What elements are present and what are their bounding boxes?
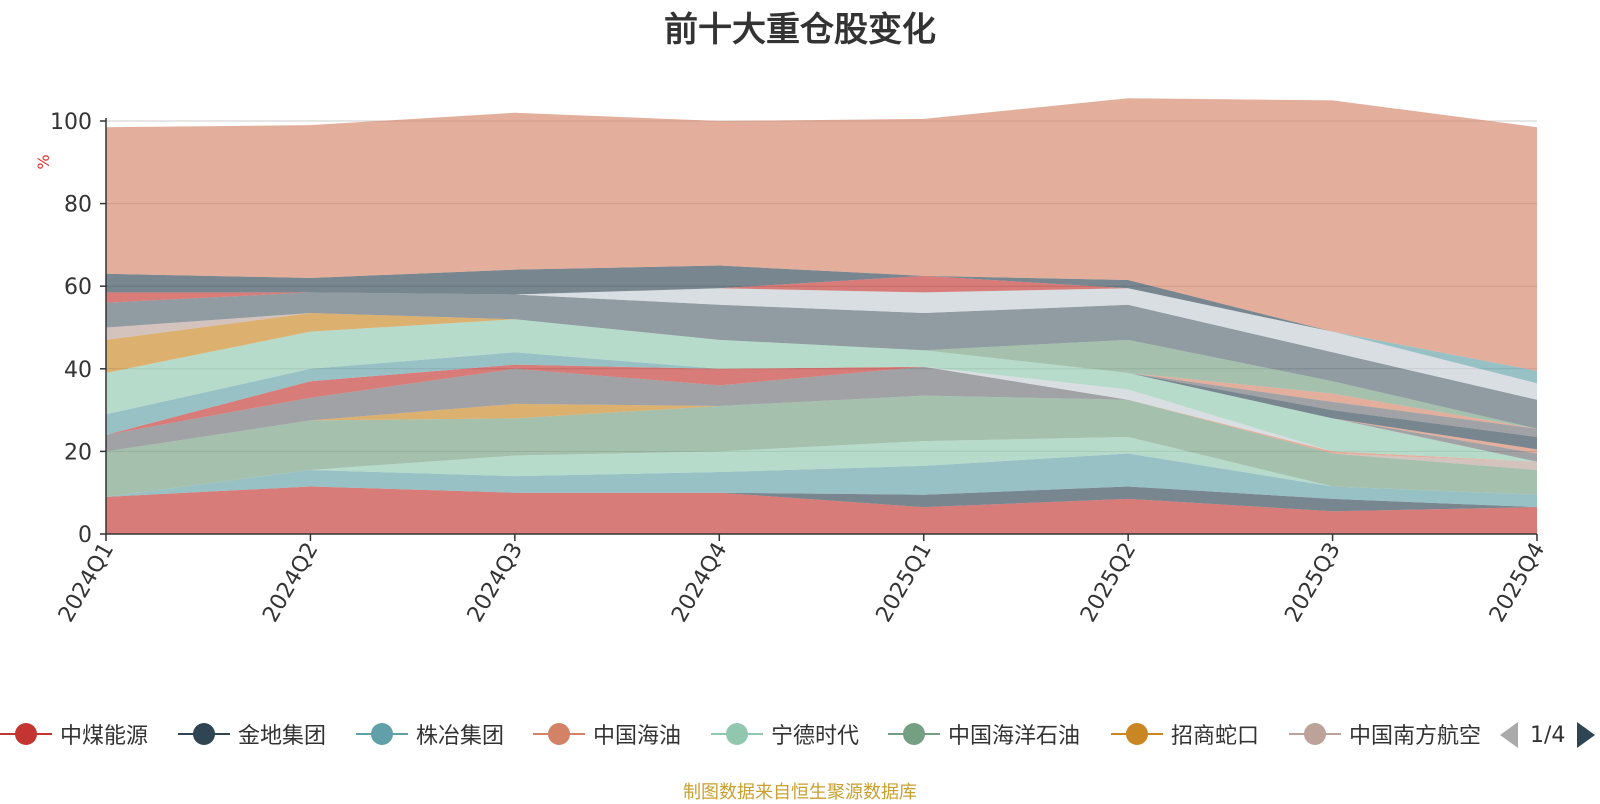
area-series-6 — [106, 366, 1537, 470]
legend-label-0: 中煤能源 — [60, 724, 149, 749]
area-series-24 — [106, 265, 1537, 384]
area-series-2 — [106, 453, 1537, 508]
area-series-22 — [106, 288, 1537, 400]
legend-item-6[interactable]: 招商蛇口 — [1111, 714, 1259, 754]
source-note: 制图数据来自恒生聚源数据库 — [683, 782, 917, 803]
legend-label-7: 中国南方航空 — [1349, 724, 1482, 749]
legend-label-2: 株冶集团 — [416, 724, 505, 749]
y-tick-label-1: 20 — [64, 440, 92, 465]
legend-marker-icon — [533, 723, 585, 745]
x-tick-label-0: 2024Q1 — [54, 539, 119, 627]
y-tick-label-4: 80 — [64, 193, 92, 218]
legend-marker-icon — [711, 723, 763, 745]
area-series-26 — [106, 98, 1537, 371]
area-series-0 — [106, 486, 1537, 534]
legend-item-0[interactable]: 中煤能源 — [0, 714, 148, 754]
legend-item-2[interactable]: 株冶集团 — [356, 714, 504, 754]
area-series-5 — [106, 395, 1537, 470]
area-series-21 — [106, 292, 1537, 429]
y-tick-label-0: 0 — [78, 523, 92, 548]
x-tick-label-7: 2025Q4 — [1485, 539, 1550, 627]
y-tick-label-5: 100 — [50, 110, 92, 135]
y-axis-unit-label: % — [34, 154, 53, 169]
x-tick-label-6: 2025Q3 — [1280, 539, 1345, 627]
legend-item-3[interactable]: 中国海油 — [533, 714, 681, 754]
legend-label-1: 金地集团 — [238, 724, 327, 749]
legend-label-3: 中国海油 — [593, 724, 682, 749]
legend-item-7[interactable]: 中国南方航空 — [1289, 714, 1481, 754]
area-series-4 — [106, 395, 1537, 497]
x-tick-label-5: 2025Q2 — [1076, 539, 1141, 627]
legend-marker-icon — [356, 723, 408, 745]
x-tick-label-2: 2024Q3 — [463, 539, 528, 627]
legend-label-4: 宁德时代 — [771, 724, 860, 749]
x-tick-label-4: 2025Q1 — [872, 539, 937, 627]
legend-marker-icon — [888, 723, 940, 745]
area-series-3 — [106, 436, 1537, 497]
legend-marker-icon — [178, 723, 230, 745]
pager-prev-icon[interactable] — [1498, 720, 1522, 750]
area-series-18 — [106, 319, 1537, 429]
legend-label-6: 招商蛇口 — [1171, 724, 1260, 749]
legend-marker-icon — [1289, 723, 1341, 745]
pager-text: 1/4 — [1530, 722, 1566, 748]
legend-label-5: 中国海洋石油 — [948, 724, 1081, 749]
legend-marker-icon — [1111, 723, 1163, 745]
legend-item-5[interactable]: 中国海洋石油 — [888, 714, 1080, 754]
legend-item-4[interactable]: 宁德时代 — [711, 714, 859, 754]
legend-marker-icon — [0, 723, 52, 745]
area-series-12 — [106, 319, 1537, 462]
area-series-19 — [106, 313, 1537, 429]
legend-pager: 1/4 — [1498, 715, 1597, 755]
x-tick-label-3: 2024Q4 — [667, 539, 732, 627]
area-series-1 — [106, 486, 1537, 512]
y-tick-label-3: 60 — [64, 275, 92, 300]
pager-next-icon[interactable] — [1573, 720, 1597, 750]
y-tick-label-2: 40 — [64, 358, 92, 383]
chart-title: 前十大重仓股变化 — [664, 10, 936, 50]
x-tick-label-1: 2024Q2 — [258, 539, 323, 627]
legend: 中煤能源 金地集团 株冶集团 中国海油 宁德时代 中国海洋石油 招商蛇口 中国南方航空 — [0, 714, 1500, 754]
area-layer — [106, 98, 1537, 534]
legend-item-1[interactable]: 金地集团 — [178, 714, 326, 754]
